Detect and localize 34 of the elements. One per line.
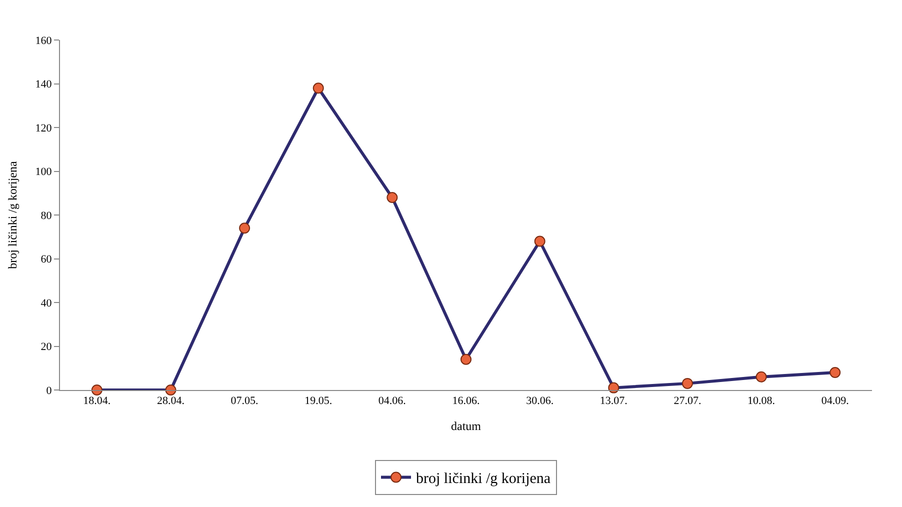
point [830, 367, 841, 378]
x-tick-label: 04.09. [821, 395, 850, 408]
x-tick-label: 16.06. [452, 395, 480, 408]
x-tick-label: 19.05. [304, 395, 332, 408]
point [165, 384, 176, 396]
point [312, 82, 324, 94]
y-tick-label: 0 [46, 384, 52, 397]
x-tick-label: 13.07. [600, 395, 628, 408]
x-tick-label: 10.08. [748, 395, 776, 408]
legend-label: broj ličinki /g korijena [416, 471, 551, 488]
y-tick-label: 80 [40, 210, 52, 222]
point [756, 371, 767, 382]
point [682, 378, 693, 389]
point [91, 384, 102, 396]
x-tick-label: 27.07. [674, 395, 702, 408]
y-tick-label: 100 [35, 166, 52, 178]
y-axis-title: broj ličinki /g korijena [6, 160, 20, 269]
x-tick-label: 04.06. [378, 395, 406, 408]
y-tick-label: 20 [40, 341, 52, 354]
y-tick-label: 40 [40, 297, 52, 310]
x-tick-label: 07.05. [230, 395, 259, 408]
x-tick-label: 18.04. [83, 395, 111, 408]
x-tick-label: 28.04. [156, 395, 185, 408]
x-axis-title: datum [451, 419, 482, 434]
point [534, 236, 546, 247]
point [239, 222, 250, 234]
y-tick-label: 120 [35, 122, 52, 134]
y-tick-label: 140 [35, 78, 52, 91]
point [386, 192, 398, 203]
point [460, 354, 472, 365]
y-tick-label: 60 [40, 254, 52, 266]
y-tick-label: 160 [35, 34, 52, 47]
point [608, 382, 620, 394]
x-tick-label: 30.06. [526, 395, 554, 408]
